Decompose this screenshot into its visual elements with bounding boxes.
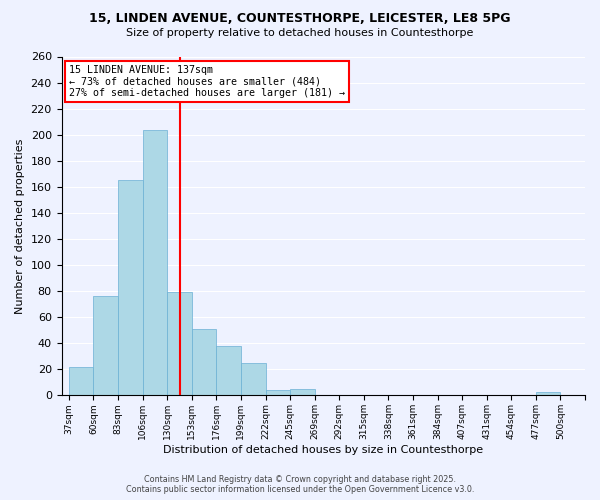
Bar (217, 346, 241, 396)
Bar (192, 329, 217, 396)
Bar (241, 363, 266, 396)
Bar (290, 389, 314, 396)
Bar (536, 392, 560, 396)
Bar (69, 367, 94, 396)
Text: Size of property relative to detached houses in Countesthorpe: Size of property relative to detached ho… (127, 28, 473, 38)
Text: Contains HM Land Registry data © Crown copyright and database right 2025.
Contai: Contains HM Land Registry data © Crown c… (126, 474, 474, 494)
Text: 15, LINDEN AVENUE, COUNTESTHORPE, LEICESTER, LE8 5PG: 15, LINDEN AVENUE, COUNTESTHORPE, LEICES… (89, 12, 511, 26)
Bar (143, 130, 167, 396)
Y-axis label: Number of detached properties: Number of detached properties (15, 138, 25, 314)
X-axis label: Distribution of detached houses by size in Countesthorpe: Distribution of detached houses by size … (163, 445, 484, 455)
Bar (118, 180, 143, 396)
Bar (94, 296, 118, 396)
Bar (167, 292, 192, 396)
Bar (266, 390, 290, 396)
Text: 15 LINDEN AVENUE: 137sqm
← 73% of detached houses are smaller (484)
27% of semi-: 15 LINDEN AVENUE: 137sqm ← 73% of detach… (70, 65, 346, 98)
